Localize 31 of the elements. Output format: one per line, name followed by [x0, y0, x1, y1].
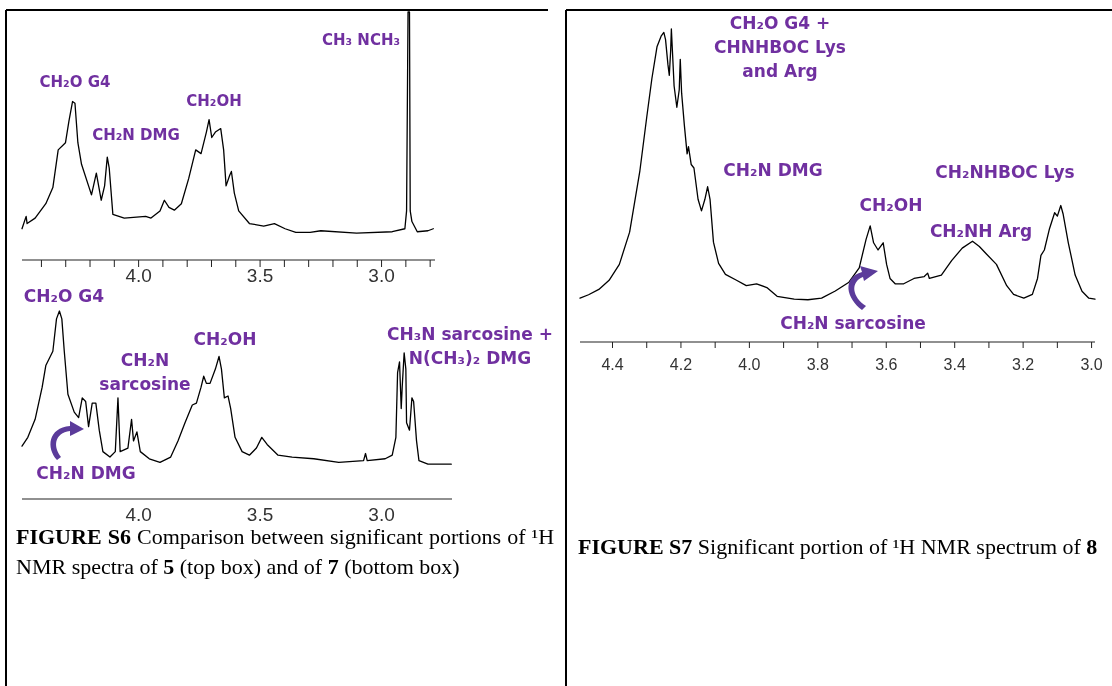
annotation: CH₂N sarcosine	[99, 350, 191, 394]
annotation: CH₂OH	[186, 92, 242, 110]
text: CH₂O G4	[23, 286, 105, 306]
text: FIGURE S6 Comparison between significant portions of ¹H NMR spectra of 5 (top box) and of 7 (bottom box)	[16, 524, 555, 579]
x-tick-label: 3.8	[806, 356, 830, 373]
x-tick-label: 3.0	[368, 504, 395, 525]
x-tick-label: 3.5	[246, 265, 274, 286]
x-tick-label: 4.4	[601, 356, 624, 373]
x-tick-label: 3.0	[368, 265, 395, 286]
x-tick-label: 3.2	[1012, 356, 1035, 373]
x-tick-label: 3.5	[246, 504, 274, 525]
x-tick-label: 3.4	[943, 356, 966, 373]
annotation: CH₂NHBOC Lys	[935, 162, 1075, 182]
annotation: CH₂OH	[859, 195, 923, 215]
x-tick-label: 4.0	[125, 265, 152, 286]
annotation: CH₃N sarcosine + N(CH₃)₂ DMG	[387, 324, 553, 368]
x-tick-label: 4.0	[125, 504, 152, 525]
annotation: CH₂NH Arg	[929, 221, 1033, 241]
annotation: CH₃ NCH₃	[321, 31, 401, 49]
annotation: CH₂N DMG	[36, 463, 136, 483]
x-tick-label: 3.0	[1080, 356, 1103, 373]
text: FIGURE S7 Significant portion of ¹H NMR spectrum of 8	[578, 534, 1098, 559]
x-tick-label: 3.6	[875, 356, 898, 373]
annotation: CH₂O G4	[39, 73, 111, 91]
x-tick-label: 4.2	[669, 356, 693, 373]
annotation: CH₂OH	[193, 329, 257, 349]
annotation: CH₂O G4 + CHNHBOC Lys and Arg	[714, 13, 846, 81]
x-tick-label: 4.0	[738, 356, 761, 373]
annotation: CH₂N sarcosine	[780, 313, 926, 333]
annotation: CH₂N DMG	[723, 160, 823, 180]
annotation: CH₂N DMG	[92, 126, 180, 144]
